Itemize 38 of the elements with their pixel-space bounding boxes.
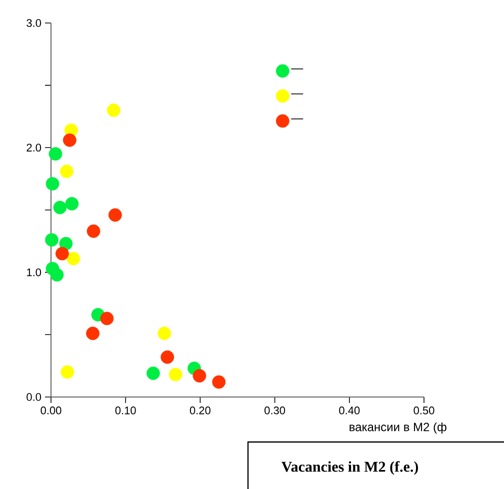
- point: [50, 268, 64, 282]
- x-tick-label: 0.50: [414, 406, 434, 414]
- point: [86, 224, 100, 238]
- point: [65, 197, 79, 210]
- point: [60, 365, 74, 379]
- point: [106, 104, 120, 117]
- point: [60, 164, 74, 178]
- point: [108, 208, 122, 222]
- x-axis-title: вакансии в М2 (ф: [350, 422, 446, 434]
- y-tick-label: 2.0: [26, 144, 42, 152]
- text: Vacancies in M2 (f.e.): [282, 461, 418, 475]
- point: [192, 369, 206, 382]
- point: [45, 233, 58, 247]
- legend-label: —: [291, 118, 304, 120]
- point: [160, 350, 174, 364]
- x-tick-label: 0.30: [264, 406, 286, 414]
- point: [48, 147, 62, 161]
- point: [66, 252, 80, 266]
- y-tick-label: 3.0: [26, 19, 42, 27]
- point: [100, 312, 114, 326]
- legend-label: —: [291, 68, 304, 70]
- x-tick-label: 0.40: [339, 406, 360, 414]
- point: [55, 246, 69, 260]
- point: [59, 236, 73, 250]
- point: [46, 177, 60, 191]
- point: [53, 200, 67, 214]
- y-tick-label: 0.0: [26, 393, 42, 401]
- y-tick-label: 1.0: [27, 268, 42, 276]
- point: [146, 366, 160, 380]
- legend-label: —: [291, 93, 304, 94]
- point: [62, 133, 76, 147]
- point: [168, 368, 182, 382]
- point: [158, 326, 172, 340]
- point: [212, 375, 226, 389]
- x-tick-label: 0.10: [115, 406, 136, 414]
- x-tick-label: 0.20: [190, 406, 210, 414]
- x-tick-label: 0.00: [40, 406, 62, 414]
- point: [86, 326, 100, 340]
